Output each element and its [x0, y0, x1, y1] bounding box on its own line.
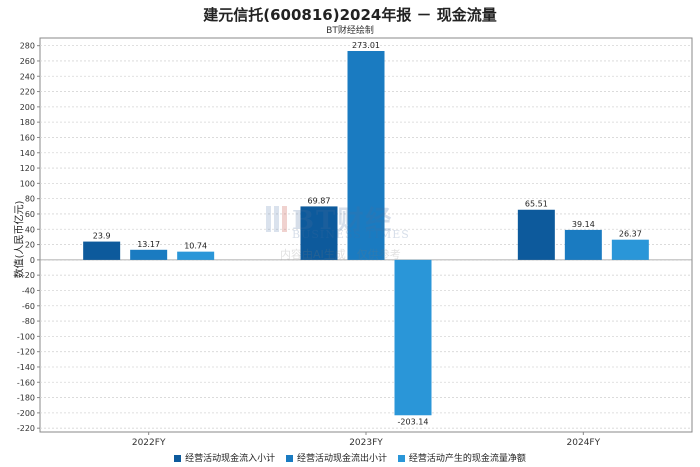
chart-title: 建元信托(600816)2024年报 － 现金流量	[203, 6, 497, 24]
legend-label: 经营活动现金流入小计	[185, 454, 276, 464]
y-tick-label: -20	[22, 271, 35, 280]
y-tick-label: -80	[22, 317, 35, 326]
legend-swatch	[285, 455, 293, 462]
y-tick-label: 280	[20, 42, 35, 51]
data-label: 23.9	[93, 232, 111, 241]
y-tick-label: -60	[22, 302, 35, 311]
data-label: 39.14	[572, 220, 595, 229]
y-tick-label: -200	[17, 409, 35, 418]
legend-swatch	[174, 455, 182, 462]
y-tick-label: 260	[20, 57, 35, 66]
y-tick-label: 220	[20, 88, 35, 97]
data-label: 65.51	[525, 200, 548, 209]
legend-item-net[interactable]: 经营活动产生的现金流量净额	[397, 451, 526, 464]
data-label: 69.87	[308, 196, 331, 205]
x-tick-label: 2024FY	[567, 438, 601, 448]
x-tick-label: 2023FY	[349, 438, 383, 448]
data-label: 13.17	[137, 240, 160, 249]
y-tick-label: 180	[20, 118, 35, 127]
legend-label: 经营活动现金流出小计	[296, 454, 387, 464]
legend-label: 经营活动产生的现金流量净额	[408, 454, 526, 464]
y-tick-label: 20	[25, 241, 35, 250]
data-label: 273.01	[352, 41, 380, 50]
bar	[517, 209, 555, 260]
y-tick-label: 100	[20, 179, 35, 188]
y-tick-label: -160	[17, 378, 35, 387]
y-tick-label: 160	[20, 133, 35, 142]
legend-item-inflow[interactable]: 经营活动现金流入小计	[174, 451, 275, 464]
y-tick-label: 60	[25, 210, 35, 219]
y-tick-label: -120	[17, 348, 35, 357]
data-label: -203.14	[398, 417, 429, 426]
bar	[83, 241, 121, 260]
data-label: 10.74	[184, 242, 207, 251]
y-tick-label: 80	[25, 195, 35, 204]
bar	[177, 251, 215, 260]
bar	[130, 249, 168, 260]
y-tick-label: -220	[17, 424, 35, 433]
x-tick-label: 2022FY	[132, 438, 166, 448]
y-tick-label: 40	[25, 225, 35, 234]
y-tick-label: -100	[17, 332, 35, 341]
legend-item-outflow[interactable]: 经营活动现金流出小计	[285, 451, 387, 464]
bar	[564, 229, 602, 260]
y-tick-label: 120	[20, 164, 35, 173]
y-tick-label: 0	[30, 256, 35, 265]
y-tick-label: -40	[22, 286, 35, 295]
chart-subtitle: BT财经绘制	[326, 26, 374, 36]
bar	[347, 50, 385, 260]
y-tick-label: -180	[17, 394, 35, 403]
bar	[300, 206, 338, 260]
y-tick-label: 140	[20, 149, 35, 158]
bar	[611, 239, 649, 260]
y-tick-label: -140	[17, 363, 35, 372]
bar	[394, 259, 432, 416]
y-tick-label: 200	[20, 103, 35, 112]
legend-swatch	[397, 455, 405, 462]
legend: 经营活动现金流入小计 经营活动现金流出小计 经营活动产生的现金流量净额	[0, 451, 700, 464]
y-tick-label: 240	[20, 72, 35, 81]
data-label: 26.37	[619, 230, 642, 239]
